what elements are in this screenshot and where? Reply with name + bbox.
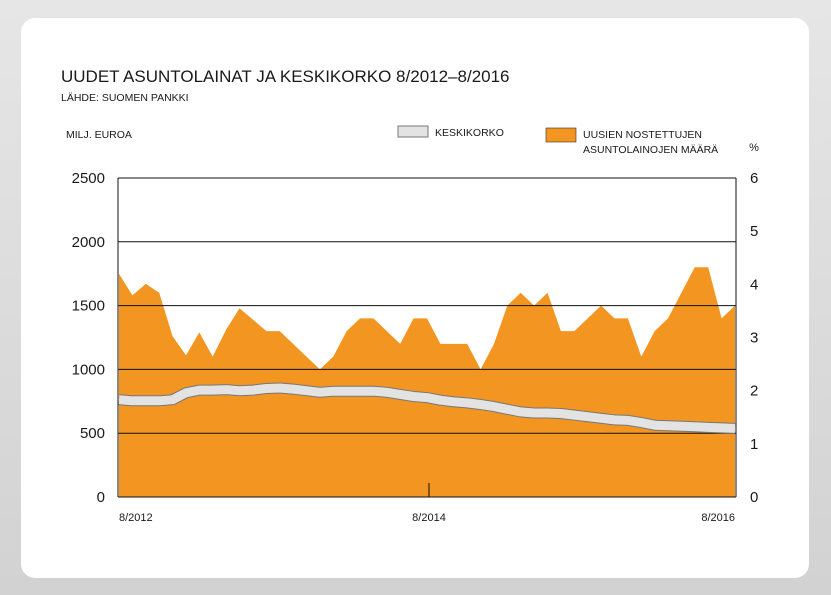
- left-axis-label: MILJ. EUROA: [66, 129, 132, 141]
- chart-title: UUDET ASUNTOLAINAT JA KESKIKORKO 8/2012–…: [61, 67, 510, 86]
- legend-rate-swatch: [397, 125, 429, 138]
- left-tick-label-0: 0: [97, 489, 105, 506]
- x-tick-label-1: 8/2014: [412, 512, 446, 524]
- x-tick-label-2: 8/2016: [701, 512, 735, 524]
- right-tick-label-4: 4: [750, 276, 758, 293]
- chart: UUDET ASUNTOLAINAT JA KESKIKORKO 8/2012–…: [61, 67, 759, 524]
- left-tick-label-1000: 1000: [72, 361, 105, 378]
- right-tick-label-1: 1: [750, 436, 758, 453]
- left-tick-label-1500: 1500: [72, 298, 105, 315]
- right-axis-label: %: [749, 142, 759, 154]
- plot-area: 0 500 1000 1500 2000 2500 0 1 2 3 4 5 6 8/2012 8/2014 8…: [72, 170, 759, 524]
- legend-rate-label: KESKIKORKO: [435, 127, 504, 139]
- chart-card: UUDET ASUNTOLAINAT JA KESKIKORKO 8/2012–…: [21, 18, 809, 578]
- legend-area-label-line1: UUSIEN NOSTETTUJEN: [583, 129, 702, 141]
- chart-subtitle: LÄHDE: SUOMEN PANKKI: [61, 92, 189, 104]
- legend-area-label-line2: ASUNTOLAINOJEN MÄÄRÄ: [583, 144, 718, 156]
- x-tick-label-0: 8/2012: [119, 512, 153, 524]
- area-series-loans: [119, 267, 735, 497]
- right-tick-label-0: 0: [750, 489, 758, 506]
- rate-line-series: [118, 383, 736, 433]
- left-tick-label-2500: 2500: [72, 170, 105, 187]
- right-tick-label-6: 6: [750, 170, 758, 187]
- right-tick-label-5: 5: [750, 223, 758, 240]
- legend-area-swatch: [545, 127, 577, 143]
- left-tick-label-500: 500: [80, 425, 105, 442]
- right-tick-label-2: 2: [750, 383, 758, 400]
- left-tick-label-2000: 2000: [72, 234, 105, 251]
- right-tick-label-3: 3: [750, 330, 758, 347]
